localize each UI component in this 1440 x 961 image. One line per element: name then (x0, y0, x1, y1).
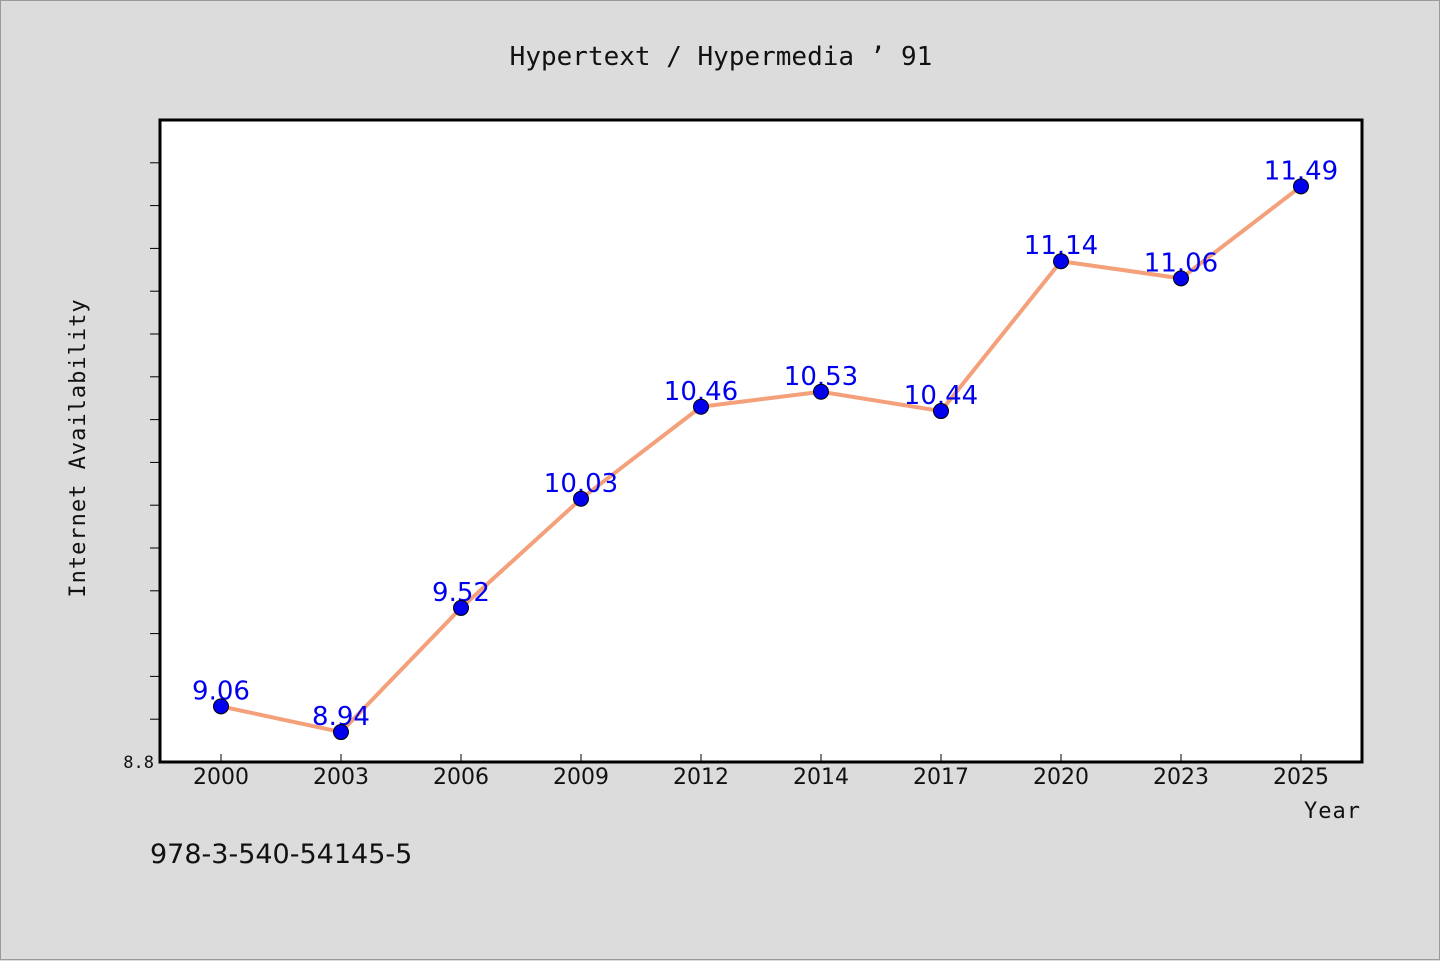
x-axis-ticks (220, 754, 1302, 762)
series-line (220, 184, 1303, 735)
data-point (933, 403, 949, 420)
plot-area (158, 118, 1364, 764)
data-point (333, 724, 349, 741)
data-point (573, 490, 589, 507)
x-tick-label: 2009 (553, 765, 609, 790)
x-tick-label: 2025 (1273, 765, 1329, 790)
data-markers (213, 178, 1309, 741)
x-tick-label: 2017 (913, 765, 969, 790)
data-point (1053, 253, 1069, 270)
x-tick-label: 2012 (673, 765, 729, 790)
x-tick-label: 2000 (193, 765, 249, 790)
data-point (813, 383, 829, 400)
isbn-text: 978-3-540-54145-5 (150, 839, 412, 870)
data-point (213, 698, 229, 715)
y-axis-label: Internet Availability (66, 298, 91, 597)
x-tick-label: 2023 (1153, 765, 1209, 790)
y-tick-label: 8.8 (123, 753, 154, 773)
y-axis-minor-ticks (150, 162, 160, 720)
x-tick-label: 2020 (1033, 765, 1089, 790)
chart-title: Hypertext / Hypermedia ’ 91 (510, 42, 933, 72)
x-axis-tick-labels: 2000 2003 2006 2009 2012 2014 2017 2020 2023 2025 (193, 765, 1329, 790)
x-axis-label: Year (1304, 799, 1361, 824)
x-tick-label: 2006 (433, 765, 489, 790)
data-point (1173, 270, 1189, 287)
x-tick-label: 2003 (313, 765, 369, 790)
data-point (453, 599, 469, 616)
x-tick-label: 2014 (793, 765, 849, 790)
data-point (1293, 178, 1309, 195)
data-point (693, 398, 709, 415)
y-axis-tick-labels: 8.8 (123, 753, 154, 773)
